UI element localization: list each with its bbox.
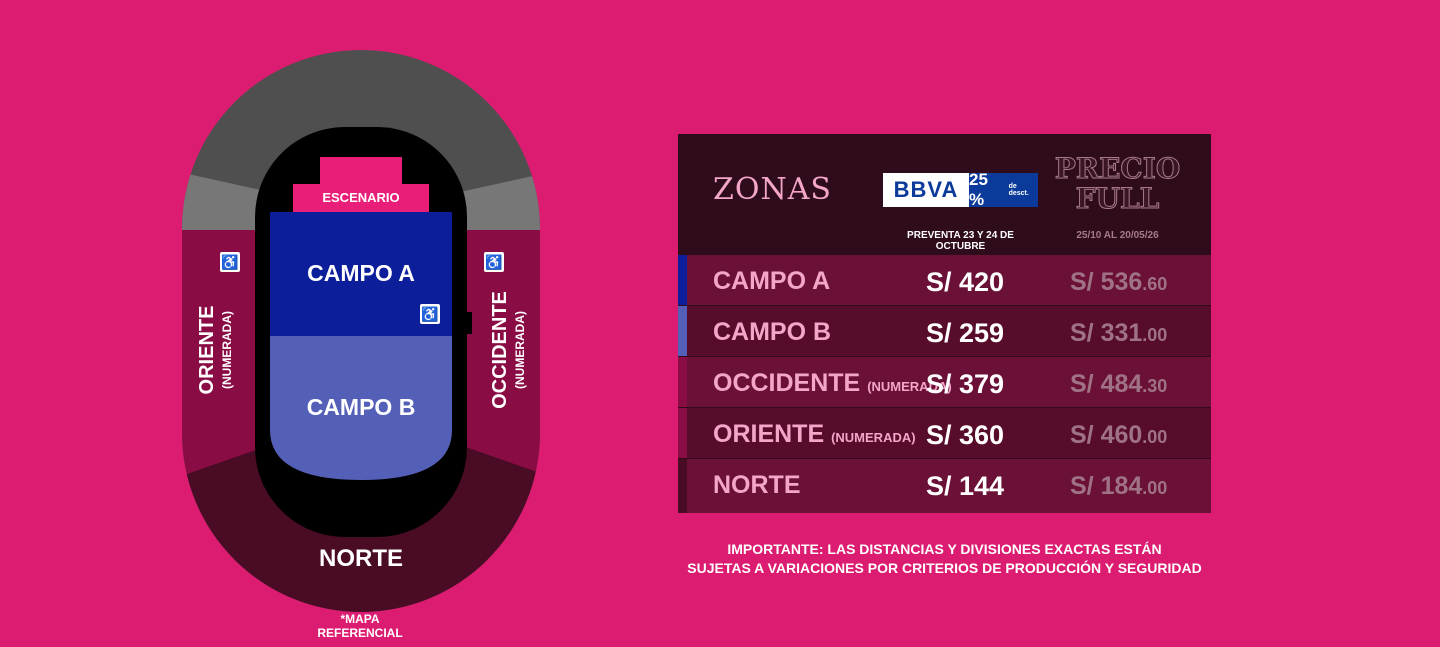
- full-price: S/ 536.60: [1070, 268, 1168, 296]
- zone-color-bar: [678, 357, 687, 407]
- wheelchair-icon: ♿: [220, 252, 240, 272]
- stadium-map: ESCENARIO CAMPO A CAMPO B NORTE ORIENTE …: [170, 40, 560, 640]
- zone-name: OCCIDENTE (NUMERADA): [713, 369, 952, 397]
- price-row: ORIENTE (NUMERADA) S/ 360 S/ 460.00: [678, 408, 1211, 458]
- wheelchair-icon: ♿: [420, 304, 440, 324]
- wheelchair-icon: ♿: [484, 252, 504, 272]
- zone-color-bar: [678, 408, 687, 458]
- full-price: S/ 460.00: [1070, 421, 1168, 449]
- zone-color-bar: [678, 459, 687, 513]
- presale-price: S/ 360: [926, 420, 1005, 450]
- stage-label: ESCENARIO: [322, 190, 400, 205]
- bbva-discount-sub: de desct.: [1008, 183, 1029, 197]
- bbva-badge: BBVA 25 % de desct.: [883, 170, 1038, 209]
- full-price: S/ 484.30: [1070, 370, 1168, 398]
- price-row: CAMPO A S/ 420 S/ 536.60: [678, 255, 1211, 305]
- price-table-header: ZONAS BBVA 25 % de desct. PREVENTA 23 Y …: [678, 134, 1211, 255]
- full-price-header: PRECIO FULL: [1054, 152, 1181, 215]
- campo-b-label: CAMPO B: [306, 394, 416, 420]
- occidente-label-group: OCCIDENTE (NUMERADA): [489, 280, 530, 420]
- map-footnote: *MAPA REFERENCIAL: [317, 612, 403, 640]
- oriente-label: ORIENTE: [196, 305, 218, 395]
- occidente-label: OCCIDENTE: [489, 291, 511, 409]
- important-line-2: SUJETAS A VARIACIONES POR CRITERIOS DE P…: [687, 560, 1202, 576]
- presale-price: S/ 420: [926, 267, 1005, 297]
- zone-name: CAMPO A: [713, 267, 831, 295]
- zone-color-bar: [678, 255, 687, 305]
- zone-name: ORIENTE (NUMERADA): [713, 420, 916, 448]
- norte-label: NORTE: [319, 545, 403, 572]
- full-price: S/ 331.00: [1070, 319, 1168, 347]
- stadium-map-graphic: [182, 50, 540, 612]
- price-row: NORTE S/ 144 S/ 184.00: [678, 459, 1211, 513]
- presale-price: S/ 144: [926, 471, 1005, 501]
- price-row: OCCIDENTE (NUMERADA) S/ 379 S/ 484.30: [678, 357, 1211, 407]
- important-line-1: IMPORTANTE: LAS DISTANCIAS Y DIVISIONES …: [727, 541, 1162, 557]
- presale-price: S/ 259: [926, 318, 1005, 348]
- price-table: ZONAS BBVA 25 % de desct. PREVENTA 23 Y …: [678, 134, 1211, 513]
- important-notice: IMPORTANTE: LAS DISTANCIAS Y DIVISIONES …: [678, 540, 1211, 578]
- oriente-label-group: ORIENTE (NUMERADA): [196, 290, 237, 410]
- zone-name: NORTE: [713, 471, 801, 499]
- bbva-discount-value: 25 %: [969, 170, 988, 209]
- full-price-dates: 25/10 AL 20/05/26: [1076, 230, 1159, 241]
- bbva-discount: 25 % de desct.: [969, 170, 1038, 209]
- field-marker: [464, 312, 472, 334]
- occidente-zone: [460, 230, 540, 490]
- zone-name: CAMPO B: [713, 318, 832, 346]
- campo-a-label: CAMPO A: [307, 260, 415, 286]
- upper-side-left: [182, 170, 270, 235]
- presale-price: S/ 379: [926, 369, 1005, 399]
- price-row: CAMPO B S/ 259 S/ 331.00: [678, 306, 1211, 356]
- stage-base: [293, 184, 429, 212]
- occidente-sub-label: (NUMERADA): [513, 311, 527, 389]
- zone-color-bar: [678, 306, 687, 356]
- zones-header: ZONAS: [713, 172, 832, 207]
- full-price: S/ 184.00: [1070, 472, 1168, 500]
- oriente-sub-label: (NUMERADA): [220, 311, 234, 389]
- bbva-logo: BBVA: [883, 173, 969, 207]
- preventa-label: PREVENTA 23 Y 24 DE OCTUBRE: [907, 230, 1014, 252]
- stage-top: [320, 157, 402, 187]
